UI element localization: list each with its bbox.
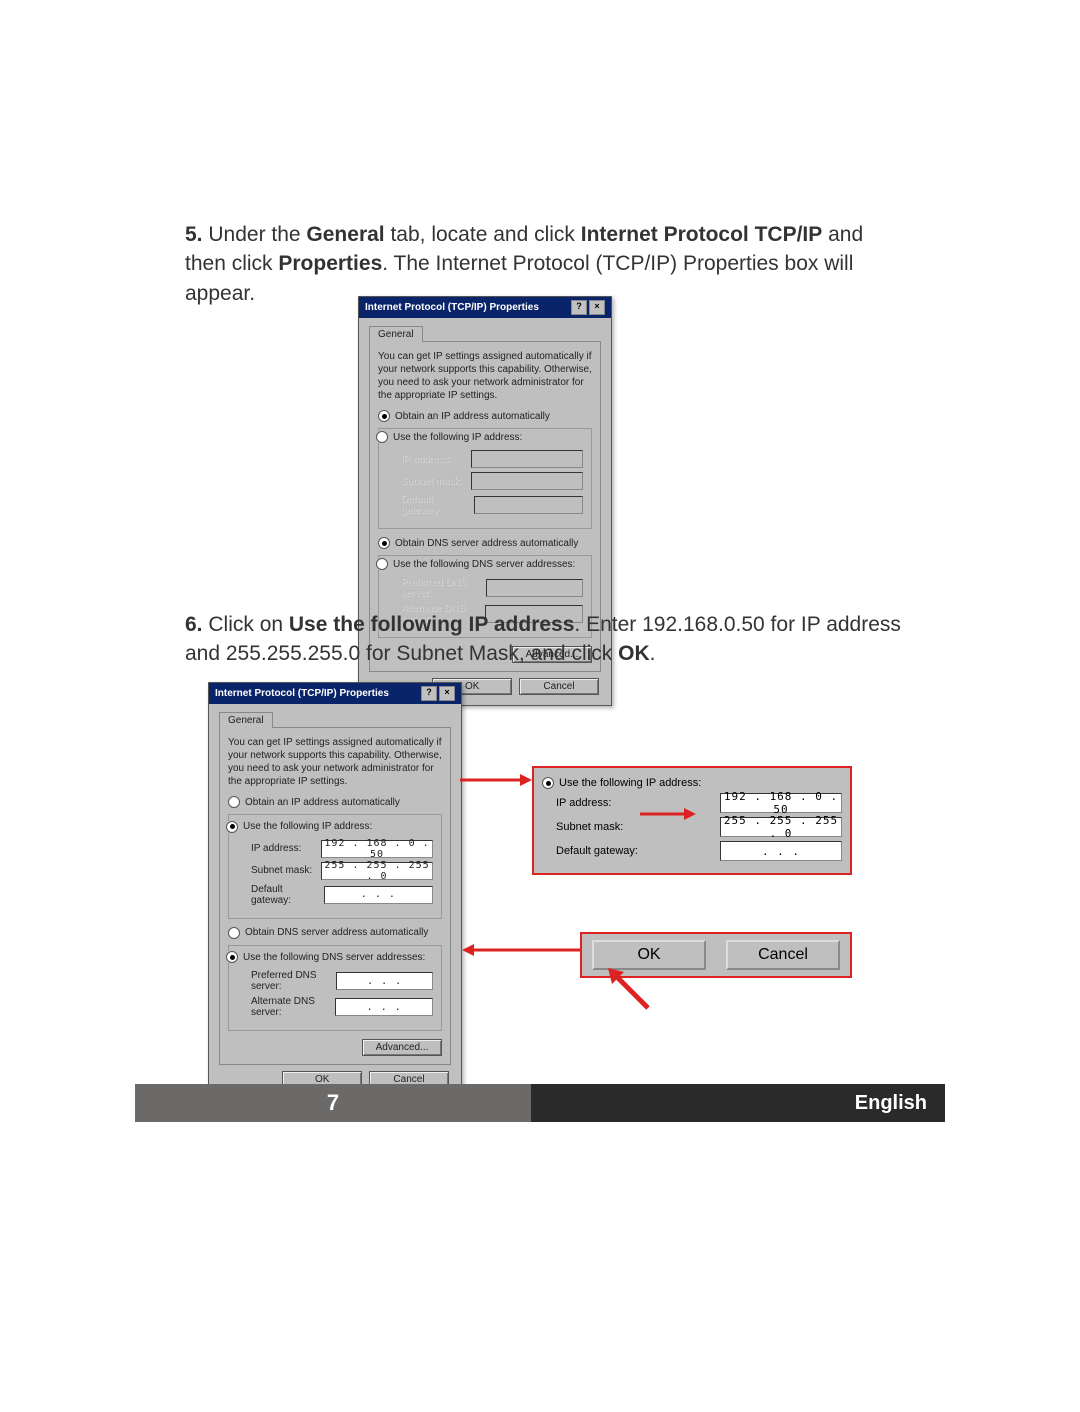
page-language: English	[531, 1084, 945, 1122]
label-gw: Default gateway:	[556, 845, 638, 857]
input-pdns[interactable]	[486, 579, 583, 597]
radio-icon	[228, 796, 240, 808]
input-gw[interactable]	[474, 496, 583, 514]
tcpip-dialog-2: Internet Protocol (TCP/IP) Properties ? …	[208, 682, 462, 1099]
tab-general[interactable]: General	[219, 712, 273, 728]
callout-radio-ip-use: Use the following IP address:	[542, 777, 842, 789]
label-adns: Alternate DNS server:	[251, 996, 335, 1018]
close-icon[interactable]: ×	[439, 686, 455, 701]
advanced-button[interactable]: Advanced...	[362, 1039, 442, 1056]
input-ip[interactable]: 192 . 168 . 0 . 50	[321, 840, 433, 858]
arrow-icon	[640, 805, 700, 823]
label-mask: Subnet mask:	[556, 821, 623, 833]
label-gw: Default gateway:	[401, 494, 474, 516]
label-mask: Subnet mask:	[251, 865, 312, 876]
input-mask[interactable]	[471, 472, 583, 490]
page-footer: 7 English	[135, 1084, 945, 1122]
dialog-info: You can get IP settings assigned automat…	[378, 350, 592, 402]
label-pdns: Preferred DNS server:	[401, 577, 486, 599]
input-ip[interactable]	[471, 450, 583, 468]
dialog-title: Internet Protocol (TCP/IP) Properties	[365, 302, 539, 313]
radio-ip-auto[interactable]: Obtain an IP address automatically	[378, 410, 592, 422]
callout-ip-value: 192 . 168 . 0 . 50	[720, 793, 842, 813]
dialog-titlebar: Internet Protocol (TCP/IP) Properties ? …	[359, 297, 611, 318]
callout-cancel-button: Cancel	[726, 940, 840, 970]
radio-dns-use[interactable]: Use the following DNS server addresses:	[223, 951, 428, 963]
radio-icon	[378, 537, 390, 549]
label-ip: IP address:	[556, 797, 611, 809]
radio-ip-use[interactable]: Use the following IP address:	[373, 431, 525, 443]
cancel-button[interactable]: Cancel	[519, 678, 599, 695]
label-mask: Subnet mask:	[401, 476, 462, 487]
step5-text: 5. Under the General tab, locate and cli…	[185, 220, 905, 308]
radio-icon	[226, 821, 238, 833]
radio-ip-use[interactable]: Use the following IP address:	[223, 821, 375, 833]
help-icon[interactable]: ?	[421, 686, 437, 701]
tab-general[interactable]: General	[369, 326, 423, 342]
label-ip: IP address:	[401, 454, 451, 465]
callout-gw-value: . . .	[720, 841, 842, 861]
label-pdns: Preferred DNS server:	[251, 970, 336, 992]
arrow-icon	[600, 960, 660, 1020]
dialog-info: You can get IP settings assigned automat…	[228, 736, 442, 788]
input-pdns[interactable]: . . .	[336, 972, 433, 990]
radio-icon	[542, 777, 554, 789]
arrow-icon	[460, 940, 590, 960]
help-icon[interactable]: ?	[571, 300, 587, 315]
label-gw: Default gateway:	[251, 884, 324, 906]
input-mask[interactable]: 255 . 255 . 255 . 0	[321, 862, 433, 880]
dialog-titlebar: Internet Protocol (TCP/IP) Properties ? …	[209, 683, 461, 704]
radio-dns-use[interactable]: Use the following DNS server addresses:	[373, 558, 578, 570]
radio-icon	[226, 951, 238, 963]
dialog-title: Internet Protocol (TCP/IP) Properties	[215, 688, 389, 699]
radio-ip-auto[interactable]: Obtain an IP address automatically	[228, 796, 442, 808]
close-icon[interactable]: ×	[589, 300, 605, 315]
arrow-icon	[460, 770, 540, 790]
step6-text: 6. Click on Use the following IP address…	[185, 610, 905, 669]
input-gw[interactable]: . . .	[324, 886, 433, 904]
radio-icon	[376, 558, 388, 570]
radio-dns-auto[interactable]: Obtain DNS server address automatically	[228, 927, 442, 939]
input-adns[interactable]: . . .	[335, 998, 433, 1016]
callout-mask-value: 255 . 255 . 255 . 0	[720, 817, 842, 837]
radio-icon	[376, 431, 388, 443]
page-number: 7	[135, 1084, 531, 1122]
radio-dns-auto[interactable]: Obtain DNS server address automatically	[378, 537, 592, 549]
label-ip: IP address:	[251, 843, 301, 854]
radio-icon	[378, 410, 390, 422]
radio-icon	[228, 927, 240, 939]
